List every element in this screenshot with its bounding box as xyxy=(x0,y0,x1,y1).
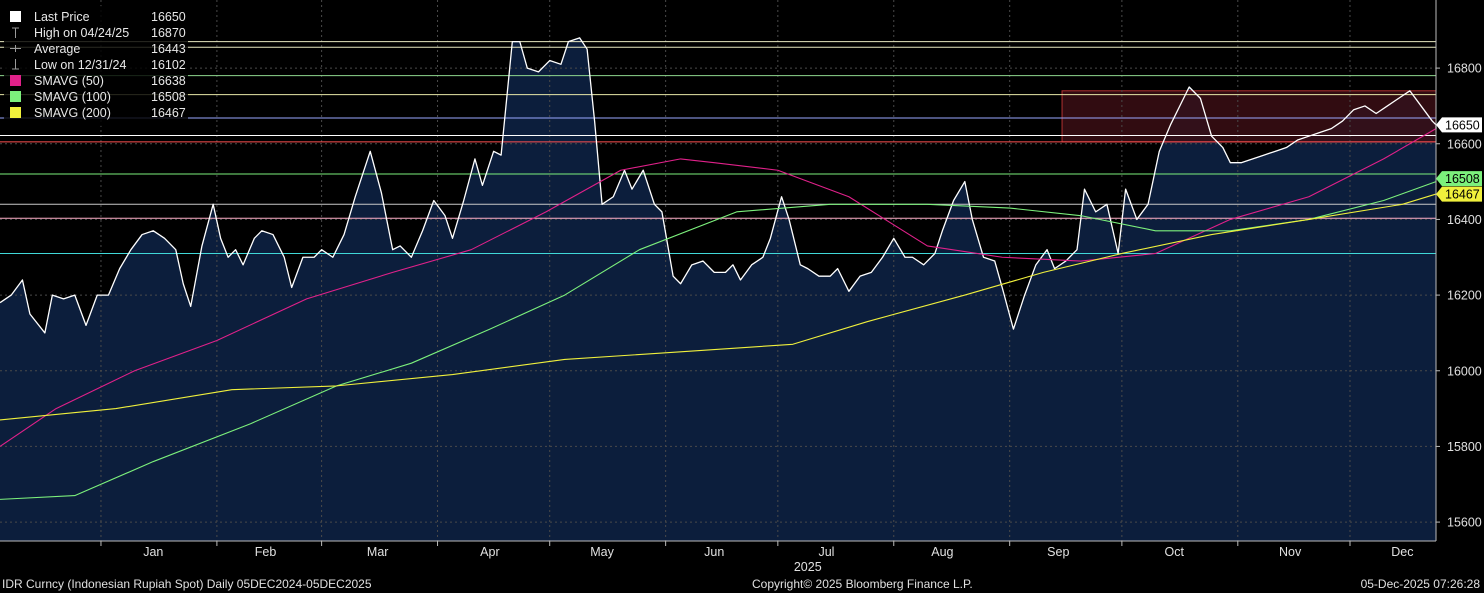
y-tick-label: 15600 xyxy=(1447,516,1482,530)
x-month-label: Oct xyxy=(1165,545,1185,559)
legend-value: 16870 xyxy=(151,26,186,40)
axis-tag-shape xyxy=(1436,171,1482,187)
legend-value: 16638 xyxy=(151,74,186,88)
sma50-line xyxy=(0,128,1437,447)
legend-label: High on 04/24/25 xyxy=(34,26,130,40)
legend-low[interactable]: Low on 12/31/24 16102 xyxy=(10,57,186,73)
legend-last-price-swatch xyxy=(10,11,21,22)
axis-value-tag: 16467 xyxy=(1436,186,1482,202)
legend-label: Low on 12/31/24 xyxy=(34,58,127,72)
x-month-label: Jul xyxy=(818,545,834,559)
legend-panel: Last Price 16650 High on 04/24/25 16870 … xyxy=(4,6,188,126)
x-month-label: Jun xyxy=(704,545,724,559)
highlight-range-box xyxy=(1061,90,1437,143)
sma200-line xyxy=(0,193,1437,421)
legend-value: 16467 xyxy=(151,106,186,120)
legend-sma100-swatch xyxy=(10,91,21,102)
axis-tag-label: 16467 xyxy=(1445,188,1480,202)
footer-copyright: Copyright© 2025 Bloomberg Finance L.P. xyxy=(752,577,973,591)
low-marker-icon xyxy=(12,59,19,70)
legend-value: 16443 xyxy=(151,42,186,56)
legend-value: 16650 xyxy=(151,10,186,24)
y-tick-label: 15800 xyxy=(1447,440,1482,454)
footer-security-description: IDR Curncy (Indonesian Rupiah Spot) Dail… xyxy=(2,577,372,591)
axis-tag-shape xyxy=(1436,186,1482,202)
legend-sma50[interactable]: SMAVG (50) 16638 xyxy=(10,73,186,89)
y-tick-label: 16000 xyxy=(1447,364,1482,378)
legend-label: Last Price xyxy=(34,10,90,24)
legend-label: SMAVG (50) xyxy=(34,74,104,88)
x-month-label: Aug xyxy=(931,545,953,559)
high-marker-icon xyxy=(12,27,19,38)
legend-sma50-swatch xyxy=(10,75,21,86)
axis-tag-label: 16508 xyxy=(1445,172,1480,186)
axis-tag-shape xyxy=(1436,117,1482,133)
axis-value-tag: 16508 xyxy=(1436,171,1482,187)
legend-sma200-swatch xyxy=(10,107,21,118)
x-month-label: Feb xyxy=(255,545,277,559)
legend-value: 16508 xyxy=(151,90,186,104)
x-month-label: Apr xyxy=(480,545,499,559)
x-month-label: Jan xyxy=(143,545,163,559)
x-month-label: May xyxy=(590,545,614,559)
legend-value: 16102 xyxy=(151,58,186,72)
x-month-label: Mar xyxy=(367,545,389,559)
legend-high[interactable]: High on 04/24/25 16870 xyxy=(10,25,186,41)
axis-value-tag: 16650 xyxy=(1436,117,1482,133)
price-area-fill xyxy=(0,37,1436,542)
x-month-label: Dec xyxy=(1391,545,1413,559)
legend-label: SMAVG (100) xyxy=(34,90,111,104)
legend-sma100[interactable]: SMAVG (100) 16508 xyxy=(10,89,186,105)
legend-label: SMAVG (200) xyxy=(34,106,111,120)
y-tick-label: 16200 xyxy=(1447,289,1482,303)
price-line xyxy=(0,37,1437,334)
x-month-label: Nov xyxy=(1279,545,1302,559)
legend-sma200[interactable]: SMAVG (200) 16467 xyxy=(10,105,186,121)
average-marker-icon xyxy=(10,45,21,52)
y-tick-label: 16800 xyxy=(1447,62,1482,76)
legend-label: Average xyxy=(34,42,81,56)
x-month-label: Sep xyxy=(1047,545,1069,559)
y-tick-label: 16400 xyxy=(1447,213,1482,227)
y-tick-label: 16600 xyxy=(1447,137,1482,151)
legend-last-price[interactable]: Last Price 16650 xyxy=(10,9,186,25)
x-year-label: 2025 xyxy=(794,560,822,574)
axis-tag-label: 16650 xyxy=(1445,118,1480,132)
legend-average[interactable]: Average 16443 xyxy=(10,41,186,57)
footer-timestamp: 05-Dec-2025 07:26:28 xyxy=(1360,577,1480,591)
grid xyxy=(0,0,1436,541)
